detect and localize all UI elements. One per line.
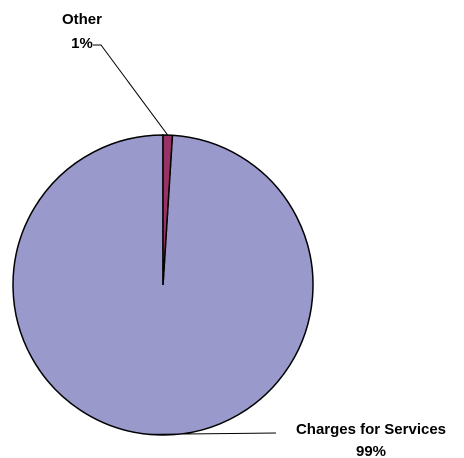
slice-label-other: Other xyxy=(62,11,102,28)
slice-value-other: 1% xyxy=(71,35,93,52)
pie-slices xyxy=(13,135,313,435)
slice-value-charges-for-services: 99% xyxy=(356,443,386,458)
leader-line-other xyxy=(93,45,168,135)
slice-label-charges-for-services: Charges for Services xyxy=(296,421,446,438)
